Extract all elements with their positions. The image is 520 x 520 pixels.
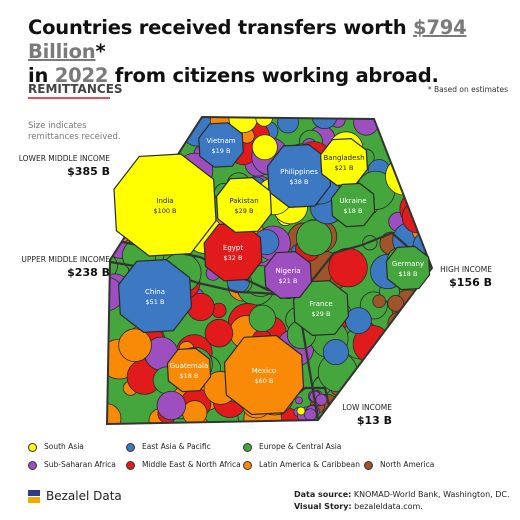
legend-label: Europe & Central Asia	[259, 442, 342, 451]
legend-swatch-6	[364, 460, 373, 470]
brand: Bezalel Data	[28, 489, 122, 504]
country-label-mexico: Mexico	[252, 367, 276, 375]
legend-swatch-5	[243, 460, 252, 470]
country-cell-china	[117, 258, 193, 334]
subtitle-underline	[28, 97, 110, 99]
country-value-germany: $18 B	[399, 270, 418, 278]
source-text: KNOMAD-World Bank, Washington, DC.	[353, 490, 510, 499]
brand-name: Bezalel Data	[46, 489, 122, 503]
country-label-china: China	[145, 288, 165, 296]
country-value-pakistan: $29 B	[235, 207, 254, 215]
country-value-mexico: $60 B	[255, 377, 274, 385]
country-value-vietnam: $19 B	[212, 147, 231, 155]
country-value-india: $100 B	[153, 207, 176, 215]
bezalel-logo-icon	[28, 489, 40, 504]
country-value-nigeria: $21 B	[279, 277, 298, 285]
group-value: $385 B	[67, 165, 110, 178]
legend-label: South Asia	[44, 442, 84, 451]
chart-title: Countries received transfers worth $794 …	[28, 16, 508, 88]
legend-item: Europe & Central Asia	[243, 442, 341, 452]
estimate-note: * Based on estimates	[427, 85, 508, 94]
sources: Data source: KNOMAD-World Bank, Washingt…	[294, 489, 510, 513]
country-cell-ukraine	[330, 182, 376, 228]
country-label-philippines: Philippines	[280, 168, 318, 176]
country-label-bangladesh: Bangladesh	[323, 154, 364, 162]
country-cell-guatemala	[166, 347, 212, 393]
group-name: UPPER MIDDLE INCOME	[21, 255, 110, 264]
legend-item: South Asia	[28, 442, 84, 452]
country-cell-egypt	[203, 222, 263, 282]
group-label-high: HIGH INCOME $156 B	[440, 265, 492, 289]
group-label-lower-middle: LOWER MIDDLE INCOME $385 B	[19, 154, 110, 178]
group-value: $156 B	[449, 276, 492, 289]
country-cell-france	[292, 279, 350, 337]
legend-item: North America	[364, 460, 434, 470]
legend-swatch-1	[126, 442, 135, 452]
group-label-low: LOW INCOME $13 B	[342, 403, 392, 427]
country-label-guatemala: Guatemala	[170, 362, 209, 370]
title-part2-post: from citizens working abroad.	[108, 64, 439, 87]
legend-swatch-0	[28, 442, 37, 452]
story-label: Visual Story:	[294, 502, 352, 511]
legend-swatch-2	[243, 442, 252, 452]
country-value-france: $29 B	[312, 310, 331, 318]
legend-label: Latin America & Caribbean	[259, 460, 360, 469]
country-cell-bangladesh	[319, 137, 369, 187]
group-value: $238 B	[67, 266, 110, 279]
country-cell-mexico	[223, 334, 305, 416]
country-value-bangladesh: $21 B	[335, 164, 354, 172]
country-cell-nigeria	[263, 250, 313, 300]
country-label-india: India	[156, 197, 173, 205]
group-value: $13 B	[356, 414, 392, 427]
title-part1: Countries received transfers worth	[28, 16, 414, 39]
country-label-vietnam: Vietnam	[206, 137, 235, 145]
chart-subtitle: REMITTANCES	[28, 82, 123, 96]
legend-item: Latin America & Caribbean	[243, 460, 360, 470]
legend-item: Sub-Saharan Africa	[28, 460, 116, 470]
legend-item: East Asia & Pacific	[126, 442, 211, 452]
title-part2-pre: in	[28, 64, 55, 87]
country-value-ukraine: $18 B	[344, 207, 363, 215]
country-cell-pakistan	[215, 176, 273, 234]
legend-label: Sub-Saharan Africa	[44, 460, 116, 469]
country-value-egypt: $32 B	[224, 254, 243, 262]
title-year: 2022	[54, 64, 109, 87]
country-label-pakistan: Pakistan	[229, 197, 258, 205]
size-note: Size indicates remittances received.	[28, 121, 121, 142]
country-label-ukraine: Ukraine	[339, 197, 366, 205]
country-label-nigeria: Nigeria	[275, 267, 300, 275]
country-value-philippines: $38 B	[290, 178, 309, 186]
country-cell-vietnam	[198, 122, 244, 168]
legend-label: East Asia & Pacific	[142, 442, 211, 451]
story-text: bezaleldata.com.	[354, 502, 423, 511]
country-label-egypt: Egypt	[223, 244, 243, 252]
title-asterisk: *	[95, 40, 106, 63]
title-highlight-amount: $794 Billion	[28, 16, 467, 63]
country-value-china: $51 B	[146, 298, 165, 306]
country-cell-india	[113, 153, 217, 257]
legend-swatch-3	[28, 460, 37, 470]
country-label-germany: Germany	[392, 260, 424, 268]
country-cell-germany	[385, 245, 431, 291]
country-label-france: France	[309, 300, 332, 308]
group-name: LOW INCOME	[342, 403, 392, 412]
legend-label: North America	[380, 460, 435, 469]
legend-item: Middle East & North Africa	[126, 460, 241, 470]
group-label-upper-middle: UPPER MIDDLE INCOME $238 B	[21, 255, 110, 279]
legend-swatch-4	[126, 460, 135, 470]
group-name: LOWER MIDDLE INCOME	[18, 154, 110, 163]
group-name: HIGH INCOME	[440, 265, 492, 274]
country-value-guatemala: $18 B	[180, 372, 199, 380]
legend-label: Middle East & North Africa	[142, 460, 241, 469]
source-label: Data source:	[294, 490, 352, 499]
